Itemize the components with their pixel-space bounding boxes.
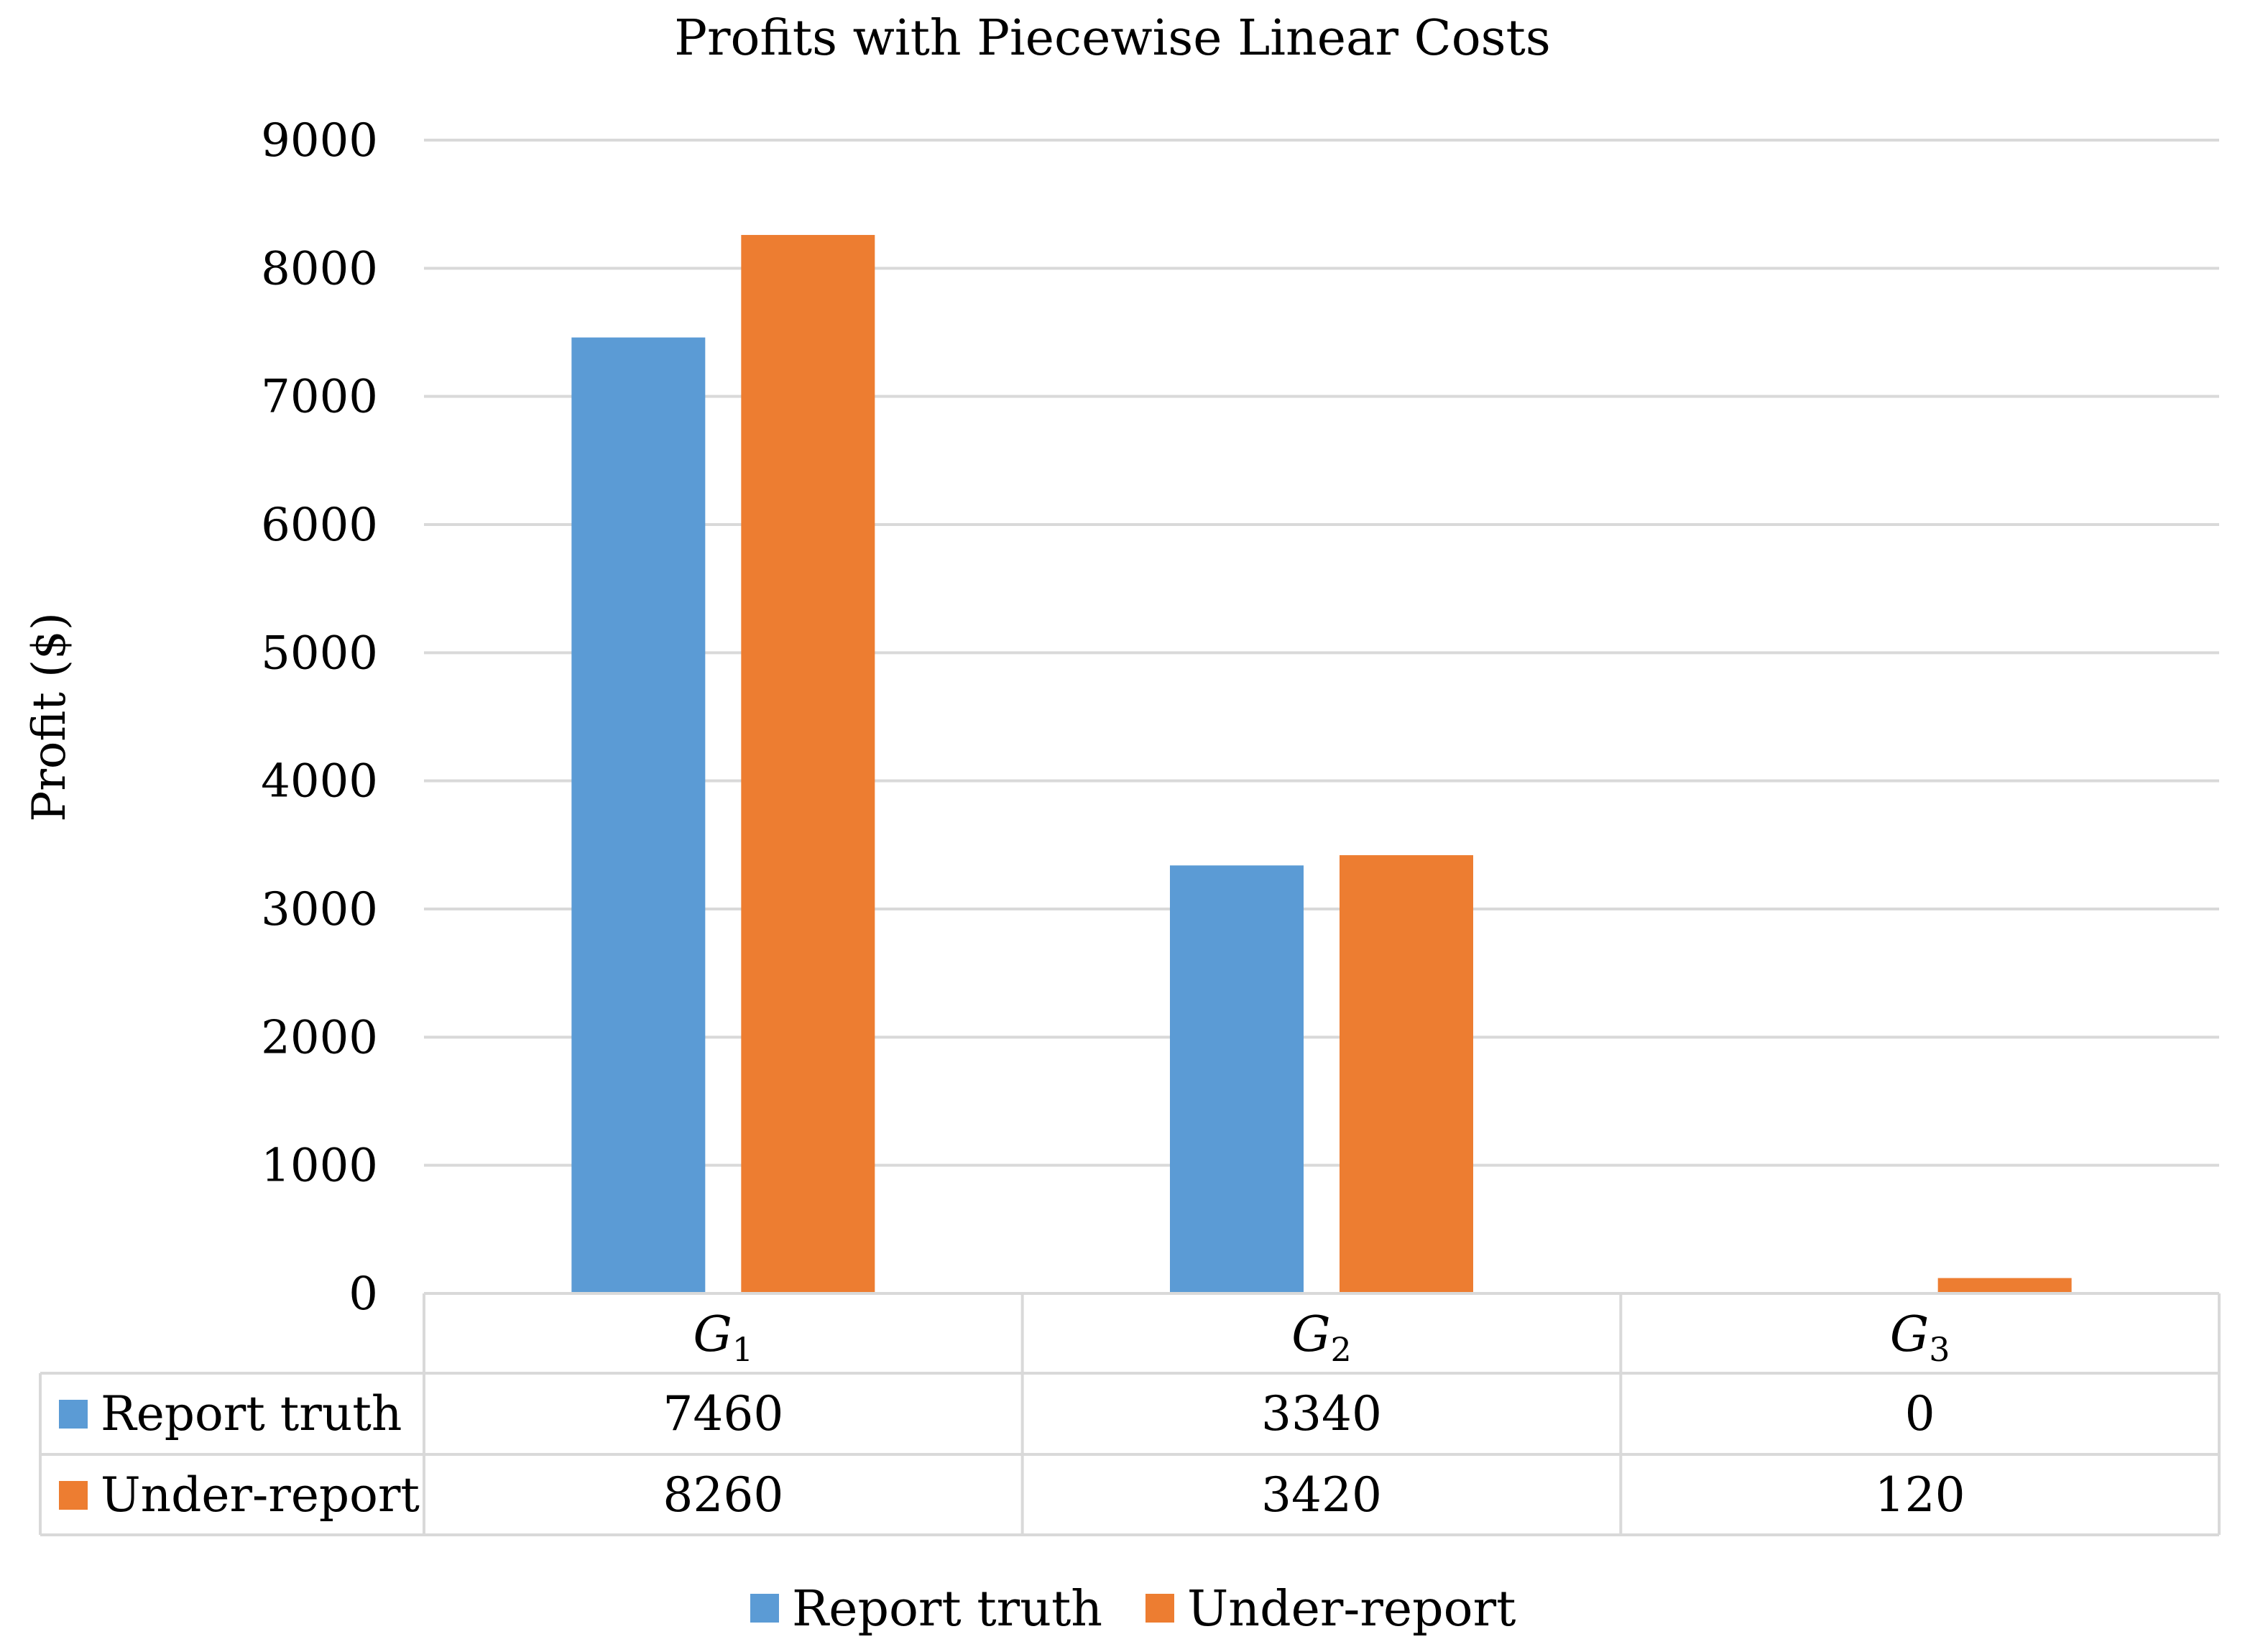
y-tick-label: 4000 <box>261 755 378 808</box>
y-axis-ticks: 0 1000 2000 3000 4000 5000 6000 7000 8000 9000 <box>261 114 378 1321</box>
y-tick-label: 7000 <box>261 371 378 424</box>
y-tick-label: 3000 <box>261 883 378 936</box>
category-label: G2 <box>1291 1306 1352 1369</box>
category-label: G3 <box>1890 1306 1950 1369</box>
bars <box>571 234 2072 1294</box>
table-value: 120 <box>1875 1467 1965 1523</box>
gridlines <box>424 139 2219 1167</box>
y-tick-label: 8000 <box>261 242 378 295</box>
table-legend-key <box>59 1481 88 1510</box>
legend-key <box>750 1594 779 1623</box>
y-tick-label: 2000 <box>261 1011 378 1064</box>
legend: Report truth Under-report <box>750 1581 1516 1638</box>
y-tick-label: 9000 <box>261 114 378 167</box>
table-value: 3420 <box>1261 1467 1382 1523</box>
bar-under-report-1 <box>741 234 875 1293</box>
y-tick-label: 5000 <box>261 627 378 680</box>
y-axis-label: Profit ($) <box>23 612 76 822</box>
chart-title: Profits with Piecewise Linear Costs <box>674 10 1551 67</box>
table-series-name: Report truth <box>101 1386 402 1441</box>
y-tick-label: 1000 <box>261 1140 378 1193</box>
table-value: 7460 <box>663 1386 783 1441</box>
table-series-name: Under-report <box>101 1467 420 1523</box>
legend-label: Report truth <box>792 1581 1102 1638</box>
bar-under-report-2 <box>1340 855 1473 1293</box>
bar-report-truth-2 <box>1170 865 1304 1293</box>
bar-under-report-3 <box>1937 1278 2072 1293</box>
table-value: 0 <box>1905 1386 1935 1441</box>
table-value: 3340 <box>1261 1386 1382 1441</box>
category-label: G1 <box>693 1306 754 1369</box>
legend-label: Under-report <box>1187 1581 1516 1638</box>
y-tick-label: 0 <box>349 1268 378 1321</box>
table-legend-key <box>59 1400 88 1429</box>
legend-key <box>1145 1594 1174 1623</box>
y-tick-label: 6000 <box>261 499 378 552</box>
data-table: G1 G2 G3 Report truth 7460 3340 0 Under-report 8… <box>39 1292 2221 1536</box>
table-value: 8260 <box>663 1467 783 1523</box>
bar-report-truth-1 <box>571 337 706 1294</box>
